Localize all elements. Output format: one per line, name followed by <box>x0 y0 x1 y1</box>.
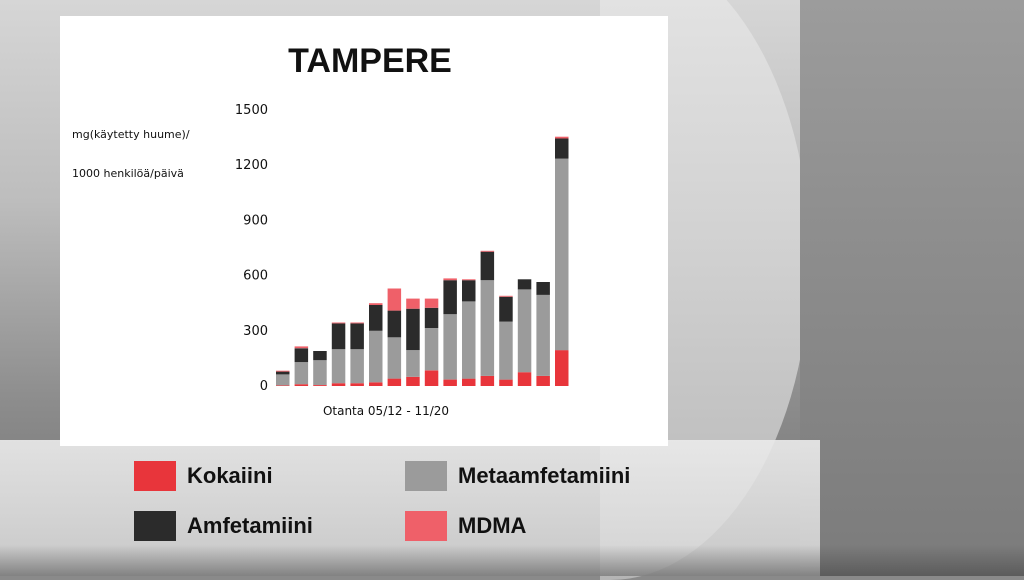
legend-swatch-kokaiini <box>134 461 176 491</box>
bar-segment-amfetamiini <box>517 279 532 290</box>
y-tick-label: 300 <box>243 324 268 339</box>
bar-segment-metaamfetamiini <box>294 362 309 385</box>
y-axis-label-line-2: 1000 henkilöä/päivä <box>72 167 184 180</box>
bar-segment-kokaiini <box>480 375 495 386</box>
legend-label-kokaiini: Kokaiini <box>187 463 273 488</box>
bar-segment-amfetamiini <box>499 296 513 322</box>
bar-segment-amfetamiini <box>443 280 457 315</box>
bar-segment-mdma <box>331 322 346 324</box>
legend-item-kokaiini: Kokaiini <box>134 461 273 491</box>
bar-segment-amfetamiini <box>480 251 495 281</box>
bar-segment-kokaiini <box>462 378 476 386</box>
legend-item-mdma: MDMA <box>405 511 526 541</box>
bar-segment-metaamfetamiini <box>462 301 476 379</box>
bar-segment-amfetamiini <box>462 280 476 302</box>
bar-segment-kokaiini <box>276 385 290 386</box>
legend-label-mdma: MDMA <box>458 513 527 538</box>
bar-segment-metaamfetamiini <box>387 337 402 379</box>
y-tick-label: 0 <box>260 379 268 394</box>
bar-segment-amfetamiini <box>331 323 346 350</box>
bar-segment-amfetamiini <box>369 305 383 331</box>
bar-segment-kokaiini <box>369 382 383 386</box>
y-tick-label: 600 <box>243 269 268 284</box>
bar-segment-amfetamiini <box>424 307 439 328</box>
bar-segment-kokaiini <box>443 379 457 386</box>
legend-item-amfetamiini: Amfetamiini <box>134 511 313 541</box>
bar-segment-kokaiini <box>294 384 309 386</box>
bar-segment-amfetamiini <box>313 351 327 361</box>
bar-segment-kokaiini <box>499 379 513 386</box>
bar-segment-mdma <box>276 370 290 372</box>
bar-segment-kokaiini <box>350 383 364 386</box>
bar-segment-kokaiini <box>406 376 420 386</box>
legend-item-metaamfetamiini: Metaamfetamiini <box>405 461 630 491</box>
chart-card: TAMPERE mg(käytetty huume)/ 1000 henkilö… <box>60 16 668 446</box>
y-tick-label: 1500 <box>235 103 268 118</box>
background-shadow <box>0 545 1024 576</box>
bar-segment-metaamfetamiini <box>369 330 383 383</box>
bar-group <box>276 136 569 386</box>
y-axis-ticks: 0 300 600 900 1200 1500 <box>235 103 268 394</box>
bar-segment-kokaiini <box>536 375 550 386</box>
bar-segment-kokaiini <box>517 372 532 386</box>
bar-segment-metaamfetamiini <box>331 349 346 384</box>
bar-segment-kokaiini <box>424 370 439 386</box>
bar-segment-mdma <box>499 295 513 297</box>
bar-segment-metaamfetamiini <box>499 321 513 380</box>
bar-segment-mdma <box>369 303 383 305</box>
y-axis-label-line-1: mg(käytetty huume)/ <box>72 128 190 141</box>
bar-segment-amfetamiini <box>406 308 420 351</box>
bar-segment-amfetamiini <box>536 282 550 295</box>
bar-segment-kokaiini <box>387 378 402 386</box>
bar-segment-amfetamiini <box>387 310 402 338</box>
bar-segment-mdma <box>424 298 439 308</box>
bar-segment-mdma <box>462 279 476 281</box>
bar-segment-mdma <box>387 288 402 311</box>
bar-segment-mdma <box>406 298 420 309</box>
bar-segment-metaamfetamiini <box>424 328 439 371</box>
bar-segment-amfetamiini <box>276 371 290 375</box>
bar-segment-amfetamiini <box>350 323 364 350</box>
legend-swatch-metaamfetamiini <box>405 461 447 491</box>
bar-segment-mdma <box>294 346 309 349</box>
bar-segment-metaamfetamiini <box>517 289 532 373</box>
legend-label-metaamfetamiini: Metaamfetamiini <box>458 463 631 488</box>
bar-segment-metaamfetamiini <box>276 374 290 386</box>
bar-segment-mdma <box>555 136 569 139</box>
bar-segment-metaamfetamiini <box>313 360 327 385</box>
bar-segment-mdma <box>350 322 364 324</box>
chart-svg: TAMPERE mg(käytetty huume)/ 1000 henkilö… <box>72 42 569 418</box>
bar-segment-metaamfetamiini <box>480 280 495 376</box>
bar-segment-metaamfetamiini <box>536 294 550 376</box>
bar-segment-amfetamiini <box>555 138 569 159</box>
bar-segment-mdma <box>443 278 457 281</box>
bar-segment-kokaiini <box>331 383 346 386</box>
legend-label-amfetamiini: Amfetamiini <box>187 513 313 538</box>
x-axis-label: Otanta 05/12 - 11/20 <box>323 404 449 418</box>
bar-segment-mdma <box>480 250 495 252</box>
bar-segment-metaamfetamiini <box>350 349 364 384</box>
chart-title: TAMPERE <box>288 42 452 80</box>
legend-swatch-amfetamiini <box>134 511 176 541</box>
y-tick-label: 900 <box>243 213 268 228</box>
bar-segment-kokaiini <box>313 385 327 386</box>
bar-segment-kokaiini <box>555 350 569 386</box>
background-right <box>800 0 1024 576</box>
bar-segment-amfetamiini <box>294 348 309 363</box>
bar-segment-metaamfetamiini <box>555 158 569 351</box>
bar-segment-metaamfetamiini <box>406 350 420 377</box>
bar-segment-metaamfetamiini <box>443 314 457 380</box>
legend-swatch-mdma <box>405 511 447 541</box>
y-tick-label: 1200 <box>235 158 268 173</box>
